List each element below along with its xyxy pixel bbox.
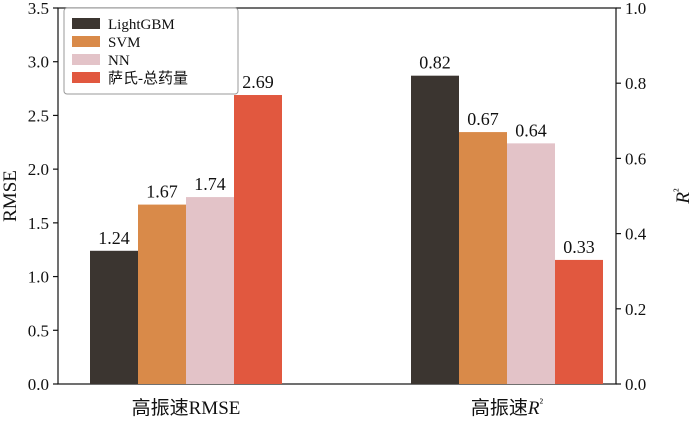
value-label: 0.64: [515, 120, 547, 140]
legend-label: LightGBM: [108, 17, 175, 33]
right-tick-label: 0.0: [625, 375, 646, 394]
legend-box: [63, 7, 239, 95]
value-labels: 1.24 1.67 1.74 2.69 0.82 0.67 0.64 0.33: [98, 53, 595, 257]
right-tick-label: 1.0: [625, 0, 646, 18]
bar-NN-group0: [186, 197, 234, 384]
left-tick-label: 3.5: [28, 0, 49, 18]
right-tick-label: 0.4: [625, 225, 647, 244]
legend-label: SVM: [108, 35, 141, 51]
legend-swatch-LightGBM: [72, 18, 100, 29]
right-tick-label: 0.6: [625, 149, 646, 168]
bar-SVM-group1: [459, 132, 507, 384]
value-label: 1.67: [146, 182, 178, 202]
left-tick-label: 1.0: [28, 268, 49, 287]
legend-swatch-萨氏-总药量: [72, 72, 100, 83]
value-label: 2.69: [242, 72, 274, 92]
left-y-axis: 0.0 0.5 1.0 1.5 2.0 2.5 3.0 3.5 RMSE: [0, 0, 58, 394]
value-label: 1.74: [194, 174, 226, 194]
plot-area: [57, 7, 617, 385]
bar-NN-group1: [507, 143, 555, 384]
bar-SVM-group0: [138, 204, 186, 384]
left-tick-label: 1.5: [28, 214, 49, 233]
left-tick-label: 2.0: [28, 160, 49, 179]
right-tick-label: 0.8: [625, 74, 646, 93]
bar-LightGBM-group1: [411, 75, 459, 385]
plot-frame: [57, 7, 617, 385]
left-tick-label: 0.5: [28, 321, 49, 340]
bar-萨氏-总药量-group0: [234, 95, 282, 384]
right-y-axis: 0.0 0.2 0.4 0.6 0.8 1.0 R²: [616, 0, 694, 394]
left-tick-label: 3.0: [28, 53, 49, 72]
value-label: 0.82: [419, 53, 451, 73]
legend-label: 萨氏-总药量: [108, 70, 188, 87]
right-tick-label: 0.2: [625, 300, 646, 319]
left-axis-title: RMSE: [0, 170, 21, 222]
legend-label: NN: [108, 53, 130, 69]
right-axis-title: R²: [671, 188, 694, 205]
legend-swatch-SVM: [72, 36, 100, 47]
bars: [90, 75, 603, 385]
value-label: 1.24: [98, 228, 130, 248]
left-tick-label: 0.0: [28, 375, 49, 394]
bar-LightGBM-group0: [90, 250, 138, 384]
bar-萨氏-总药量-group1: [555, 259, 603, 384]
x-group-label: 高振速R²: [471, 396, 544, 419]
x-group-label: 高振速RMSE: [132, 397, 241, 419]
value-label: 0.67: [467, 109, 499, 129]
left-tick-label: 2.5: [28, 106, 49, 125]
legend-swatch-NN: [72, 54, 100, 65]
value-label: 0.33: [563, 237, 595, 257]
x-axis-labels: 高振速RMSE 高振速R²: [132, 396, 544, 419]
